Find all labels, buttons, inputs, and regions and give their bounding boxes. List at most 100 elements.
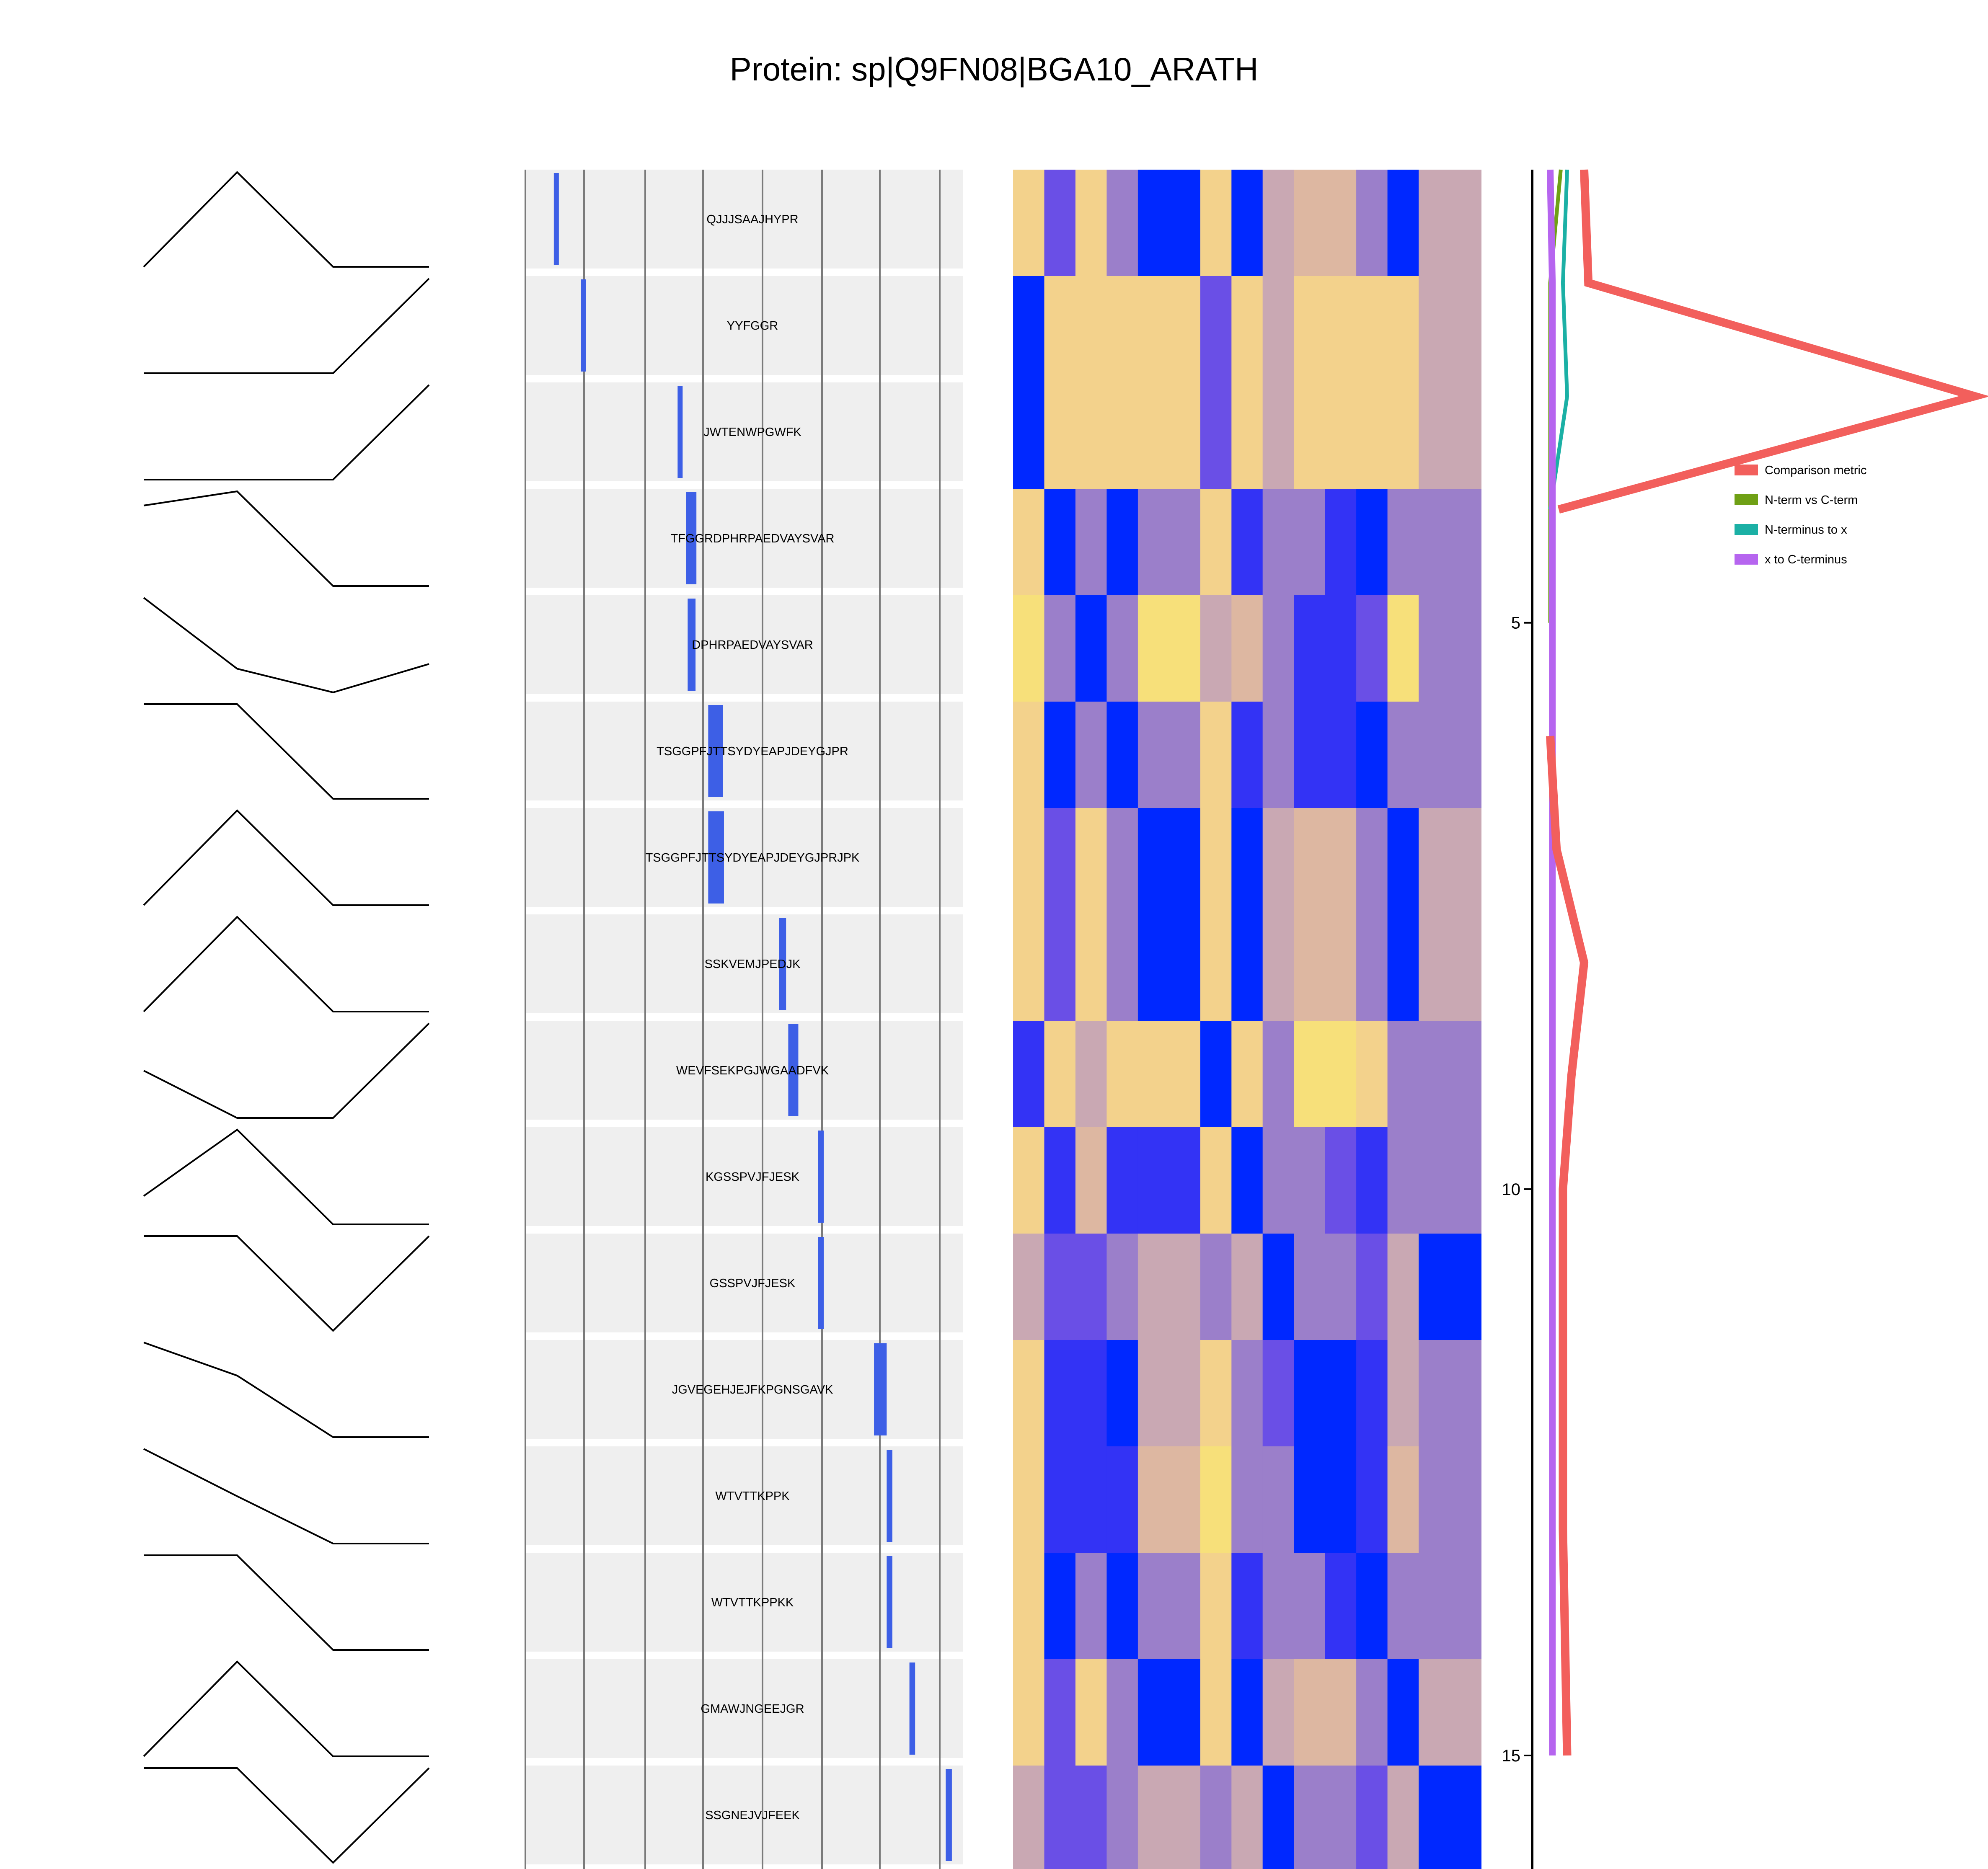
profile-line bbox=[144, 703, 429, 800]
heatmap-cell bbox=[1325, 1766, 1357, 1869]
heatmap-cell bbox=[1294, 1021, 1326, 1128]
heatmap-cell bbox=[1262, 170, 1295, 276]
heatmap-cell bbox=[1106, 1659, 1138, 1766]
heatmap-cell bbox=[1450, 170, 1481, 276]
profile-line bbox=[143, 916, 429, 1012]
heatmap-cell bbox=[1075, 1234, 1107, 1340]
heatmap-cell bbox=[1231, 1340, 1263, 1447]
heatmap-cell bbox=[1356, 1659, 1388, 1766]
heatmap-cell bbox=[1200, 1127, 1232, 1234]
heatmap-cell bbox=[1262, 1021, 1295, 1128]
heatmap-cell bbox=[1356, 1766, 1388, 1869]
track-background bbox=[525, 1234, 963, 1332]
y-tick-label: 5 bbox=[1511, 614, 1520, 632]
track-background bbox=[525, 1021, 963, 1120]
heatmap-cell bbox=[1013, 489, 1045, 596]
heatmap-cell bbox=[1075, 276, 1107, 383]
profile-line bbox=[144, 384, 430, 480]
heatmap-cell bbox=[1356, 276, 1388, 383]
heatmap-cell bbox=[1044, 489, 1076, 596]
heatmap-cell bbox=[1419, 1234, 1450, 1340]
heatmap-cell bbox=[1356, 1021, 1388, 1128]
heatmap-cell bbox=[1294, 702, 1326, 808]
heatmap-cell bbox=[1169, 914, 1201, 1021]
heatmap-cell bbox=[1169, 1234, 1201, 1340]
heatmap-cell bbox=[1450, 1021, 1481, 1128]
heatmap-cell bbox=[1356, 1446, 1388, 1553]
legend-label: Comparison metric bbox=[1765, 464, 1866, 477]
heatmap-cell bbox=[1200, 595, 1232, 702]
heatmap-cell bbox=[1419, 1659, 1450, 1766]
heatmap-cell bbox=[1450, 702, 1481, 808]
heatmap-cell bbox=[1075, 702, 1107, 808]
heatmap-cell bbox=[1294, 1340, 1326, 1447]
heatmap-cell bbox=[1200, 1766, 1232, 1869]
heatmap-cell bbox=[1325, 1127, 1357, 1234]
heatmap-cell bbox=[1044, 595, 1076, 702]
heatmap-cell bbox=[1106, 595, 1138, 702]
peptide-label: SSGNEJVJFEEK bbox=[705, 1809, 800, 1822]
peptide-bar bbox=[887, 1556, 892, 1648]
heatmap-cell bbox=[1387, 382, 1419, 489]
heatmap-cell bbox=[1169, 1553, 1201, 1660]
heatmap-cell bbox=[1450, 1234, 1481, 1340]
track-background bbox=[525, 1766, 963, 1864]
heatmap-cell bbox=[1106, 1446, 1138, 1553]
heatmap-cell bbox=[1325, 276, 1357, 383]
heatmap-cell bbox=[1013, 1021, 1045, 1128]
heatmap-cell bbox=[1137, 702, 1170, 808]
peptide-bar bbox=[708, 705, 723, 797]
heatmap-cell bbox=[1169, 382, 1201, 489]
heatmap-cell bbox=[1013, 1234, 1045, 1340]
heatmap-cell bbox=[1013, 1446, 1045, 1553]
heatmap-cell bbox=[1262, 1659, 1295, 1766]
legend-swatch bbox=[1735, 524, 1758, 535]
heatmap-cell bbox=[1262, 1234, 1295, 1340]
peptide-bar bbox=[788, 1024, 799, 1116]
heatmap-cell bbox=[1013, 276, 1045, 383]
heatmap-cell bbox=[1013, 1127, 1045, 1234]
heatmap-cell bbox=[1231, 382, 1263, 489]
heatmap-cell bbox=[1075, 1127, 1107, 1234]
heatmap-cell bbox=[1387, 702, 1419, 808]
heatmap-cell bbox=[1419, 382, 1450, 489]
heatmap-cell bbox=[1356, 702, 1388, 808]
profile-line bbox=[143, 597, 429, 694]
track-background bbox=[525, 489, 963, 588]
heatmap-cell bbox=[1044, 1234, 1076, 1340]
heatmap-cell bbox=[1169, 170, 1201, 276]
heatmap-cell bbox=[1169, 808, 1201, 915]
legend-swatch bbox=[1735, 465, 1758, 475]
heatmap-cell bbox=[1106, 1234, 1138, 1340]
track-background bbox=[525, 1127, 963, 1226]
profile-line bbox=[143, 171, 429, 268]
heatmap-cell bbox=[1075, 914, 1107, 1021]
heatmap-cell bbox=[1231, 1234, 1263, 1340]
heatmap-cell bbox=[1387, 276, 1419, 383]
heatmap-cell bbox=[1450, 1446, 1481, 1553]
heatmap-cell bbox=[1325, 702, 1357, 808]
heatmap-cell bbox=[1169, 489, 1201, 596]
heatmap-cell bbox=[1387, 595, 1419, 702]
heatmap-cell bbox=[1231, 1553, 1263, 1660]
heatmap-cell bbox=[1106, 276, 1138, 383]
heatmap-cell bbox=[1200, 1234, 1232, 1340]
heatmap-cell bbox=[1356, 1340, 1388, 1447]
heatmap-cell bbox=[1419, 595, 1450, 702]
heatmap-cell bbox=[1387, 1553, 1419, 1660]
heatmap-cell bbox=[1450, 1340, 1481, 1447]
chart-title: Protein: sp|Q9FN08|BGA10_ARATH bbox=[729, 51, 1259, 88]
heatmap-cell bbox=[1137, 914, 1170, 1021]
heatmap-cell bbox=[1044, 170, 1076, 276]
heatmap-cell bbox=[1137, 276, 1170, 383]
heatmap-cell bbox=[1044, 808, 1076, 915]
heatmap-cell bbox=[1325, 808, 1357, 915]
heatmap-cell bbox=[1356, 489, 1388, 596]
legend-label: N-terminus to x bbox=[1765, 523, 1847, 537]
heatmap-cell bbox=[1137, 595, 1170, 702]
heatmap-cell bbox=[1075, 170, 1107, 276]
profile-sparklines bbox=[143, 171, 430, 1864]
heatmap-cell bbox=[1169, 1127, 1201, 1234]
heatmap-cell bbox=[1262, 489, 1295, 596]
heatmap-cell bbox=[1106, 170, 1138, 276]
